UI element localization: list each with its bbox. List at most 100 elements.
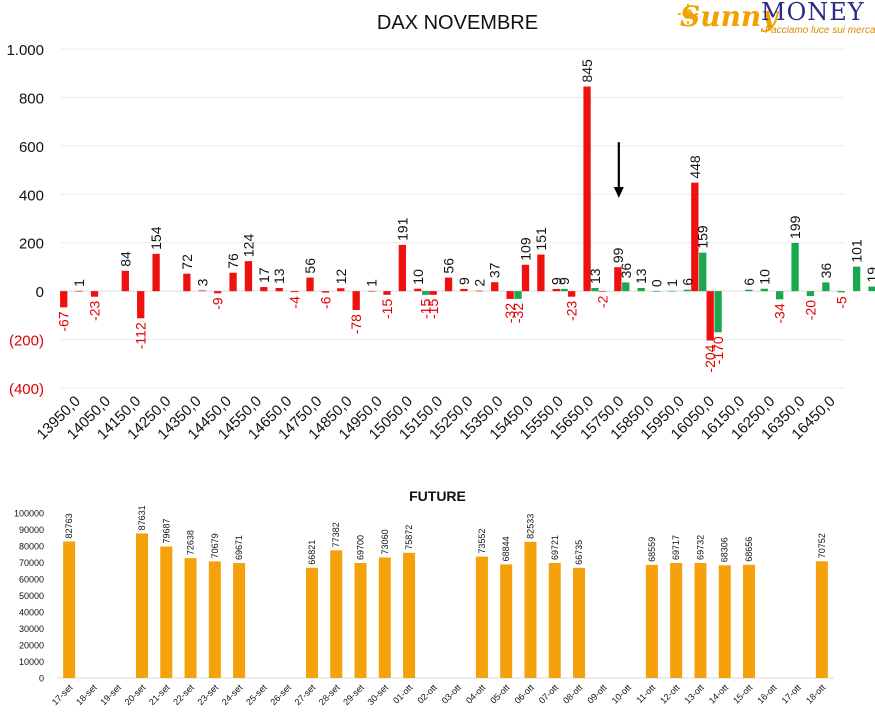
y-tick-label: 90000: [19, 525, 44, 535]
data-label: 82763: [64, 513, 74, 538]
data-label: -34: [772, 303, 788, 323]
bar: [491, 282, 499, 292]
data-label: 13: [633, 268, 649, 284]
x-tick-label: 14-ott: [707, 682, 731, 706]
data-label: -23: [87, 300, 103, 320]
bar: [444, 277, 453, 292]
x-tick-label: 07-ott: [537, 682, 561, 706]
data-label: 99: [610, 247, 626, 263]
bar: [622, 282, 630, 292]
data-label: 72638: [186, 530, 196, 555]
data-label: -67: [56, 311, 72, 331]
bar: [378, 557, 391, 678]
x-tick-label: 05-ott: [488, 682, 512, 706]
bar: [414, 288, 422, 292]
logo-sunny: Sunny: [680, 0, 778, 33]
data-label: 0: [649, 279, 665, 287]
x-tick-label: 13-ott: [683, 682, 707, 706]
data-label: 199: [787, 215, 803, 239]
data-label: -20: [802, 300, 818, 320]
bar: [306, 277, 314, 292]
data-label: 1: [664, 279, 680, 287]
data-label: 101: [849, 239, 865, 263]
arrow-down-icon: [613, 187, 624, 198]
bar: [60, 291, 68, 308]
data-label: 77382: [331, 522, 341, 547]
y-tick-label: 50000: [19, 591, 44, 601]
data-label: -9: [210, 297, 226, 310]
data-label: 69721: [550, 535, 560, 560]
x-tick-label: 01-ott: [391, 682, 415, 706]
bar: [852, 266, 861, 292]
bar: [260, 287, 268, 292]
data-label: 151: [533, 227, 549, 251]
bar: [75, 290, 83, 292]
bar: [500, 564, 513, 678]
bar: [198, 290, 206, 292]
data-label: 3: [194, 278, 210, 286]
bar: [691, 182, 699, 292]
bar: [398, 244, 407, 292]
bar: [460, 288, 468, 292]
bar: [598, 291, 607, 292]
bar: [354, 562, 367, 678]
logo-tagline: Facciamo luce sui mercati: [765, 25, 875, 36]
data-label: -15: [418, 299, 434, 319]
data-label: 13: [587, 268, 603, 284]
data-label: 68656: [744, 537, 754, 562]
bar: [714, 291, 722, 333]
bar: [718, 565, 731, 678]
data-label: 191: [394, 217, 410, 241]
bar: [137, 291, 145, 319]
data-label: 37: [487, 262, 503, 278]
bar: [135, 533, 148, 678]
bar: [668, 290, 676, 292]
data-label: 109: [518, 237, 534, 261]
data-label: 68559: [647, 537, 657, 562]
bar: [583, 86, 591, 292]
data-label: -2: [594, 295, 610, 308]
bar: [670, 562, 683, 678]
x-tick-label: 26-set: [268, 682, 293, 707]
data-label: 70752: [817, 533, 827, 558]
data-label: 68844: [501, 536, 511, 561]
bar: [683, 289, 691, 292]
bar: [403, 552, 416, 678]
x-tick-label: 08-ott: [561, 682, 585, 706]
future-title: FUTURE: [409, 488, 466, 504]
data-label: -5: [833, 296, 849, 309]
bar: [352, 291, 360, 311]
data-label: 70679: [210, 533, 220, 558]
x-tick-label: 19-set: [98, 682, 123, 707]
data-label: -4: [287, 296, 303, 309]
y-tick-label: 30000: [19, 624, 44, 634]
data-label: 10: [756, 269, 772, 285]
bar: [305, 567, 318, 678]
data-label: -204: [702, 344, 718, 372]
data-label: 66735: [574, 540, 584, 565]
data-label: 10: [410, 269, 426, 285]
data-label: 69732: [695, 535, 705, 560]
data-label: -15: [425, 299, 441, 319]
data-label: 6: [741, 278, 757, 286]
bar: [521, 264, 530, 292]
data-label: 12: [333, 268, 349, 284]
data-label: 2: [471, 279, 487, 287]
sunny-money-logo: Sunny MONEY Facciamo luce sui mercati: [678, 0, 875, 40]
x-tick-label: 30-set: [365, 682, 390, 707]
x-tick-label: 25-set: [244, 682, 269, 707]
data-label: 9: [556, 277, 572, 285]
data-label: -32: [502, 303, 518, 323]
x-tick-label: 10-ott: [610, 682, 634, 706]
bar: [337, 288, 345, 292]
y-tick-label: 40000: [19, 608, 44, 618]
data-label: 79687: [161, 518, 171, 543]
data-label: 73060: [380, 529, 390, 554]
y-tick-label: 20000: [19, 641, 44, 651]
x-tick-label: 27-set: [293, 682, 318, 707]
y-tick-label: 800: [19, 90, 44, 107]
bar: [90, 291, 99, 297]
bar: [422, 291, 430, 295]
x-tick-label: 29-set: [341, 682, 366, 707]
